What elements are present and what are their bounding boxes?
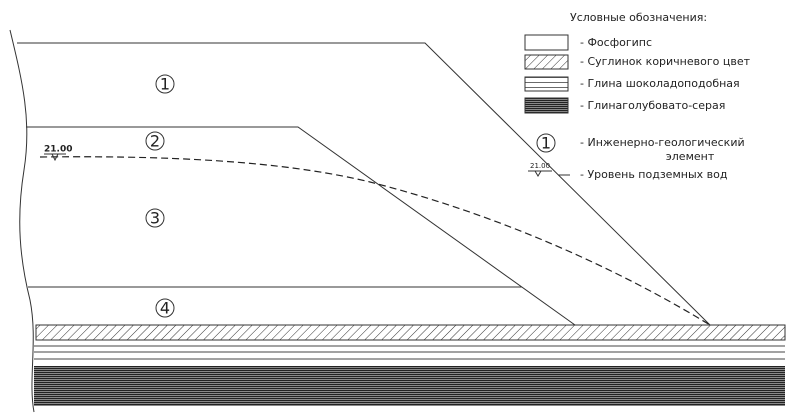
loam-layer [35, 324, 786, 341]
clay-lines [34, 345, 785, 360]
legend-swatch [524, 34, 569, 51]
legend-swatch [524, 97, 569, 114]
legend-water-mark [528, 170, 570, 177]
legend-text: - Суглинок коричневого цвет [580, 55, 751, 68]
legend-symbol: 1 [541, 134, 551, 153]
water-level-label: 21.00 [44, 145, 72, 155]
left-boundary [9, 29, 35, 413]
water-level-mark [44, 153, 66, 162]
legend-text: элемент [666, 150, 715, 163]
legend-text: - Фосфогипс [580, 36, 652, 49]
cross-section: 1 2 3 4 21.00 [9, 29, 786, 413]
legend-text: - Глинаголубовато-серая [580, 99, 725, 112]
water-line [39, 156, 711, 326]
legend-symbol: 21.00 [530, 162, 550, 170]
layer-label: 3 [150, 209, 160, 228]
legend-text: - Инженерно-геологический [580, 136, 745, 149]
legend-title: Условные обозначения: [570, 11, 707, 24]
layer-label: 1 [160, 75, 170, 94]
legend-text: - Уровень подземных вод [580, 168, 728, 181]
blue-gray-clay-layer [34, 366, 785, 406]
legend-text: - Глина шоколадоподобная [580, 77, 740, 90]
legend-swatch [524, 54, 569, 70]
legend: Условные обозначения: - Фосфогипс - Сугл… [524, 11, 751, 181]
layer-label: 4 [160, 299, 170, 318]
legend-swatch [524, 76, 569, 92]
layer-2-boundary [26, 126, 576, 326]
layer-label: 2 [150, 132, 160, 151]
layer-1-boundary [17, 42, 711, 326]
layer-markers: 1 2 3 4 [145, 74, 175, 318]
